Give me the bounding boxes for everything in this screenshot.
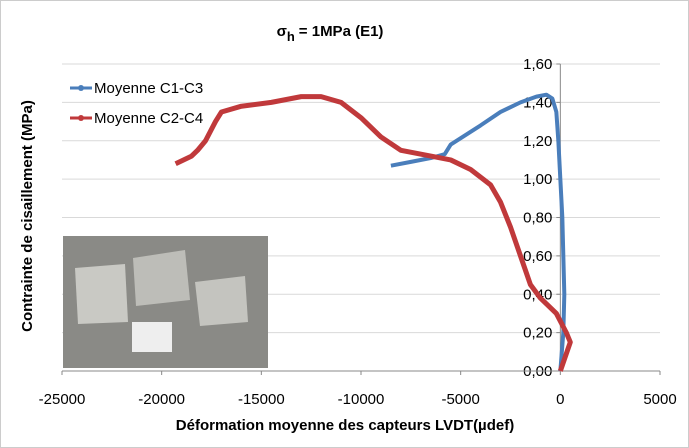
series-line — [174, 94, 573, 372]
title-symbol: σ — [277, 23, 287, 40]
y-tick-label: 0,80 — [523, 210, 552, 227]
x-tick-label: 5000 — [643, 391, 676, 408]
y-tick-label: 1,60 — [523, 56, 552, 73]
title-text: = 1MPa (E1) — [299, 23, 384, 40]
x-tick-label: -20000 — [138, 391, 185, 408]
chart-title: σh = 1MPa (E1) — [277, 23, 384, 44]
inset-photo — [63, 236, 268, 368]
x-axis-label: Déformation moyenne des capteurs LVDT(µd… — [176, 417, 514, 434]
legend-label: Moyenne C1-C3 — [94, 80, 203, 97]
y-axis-label: Contrainte de cisaillement (MPa) — [19, 100, 36, 332]
x-tick-label: -25000 — [39, 391, 86, 408]
legend-marker — [78, 85, 84, 91]
x-tick-label: -15000 — [238, 391, 285, 408]
legend-label: Moyenne C2-C4 — [94, 110, 203, 127]
y-tick-label: 1,00 — [523, 171, 552, 188]
x-tick-label: -5000 — [441, 391, 479, 408]
plot: Moyenne C1-C3 Moyenne C2-C4 — [70, 80, 573, 372]
y-tick-label: 0,20 — [523, 325, 552, 342]
series-line — [390, 92, 567, 372]
title-subscript: h — [287, 29, 295, 44]
y-tick-label: 1,20 — [523, 133, 552, 150]
y-tick-label: 0,60 — [523, 248, 552, 265]
legend-marker — [78, 115, 84, 121]
x-tick-label: -10000 — [338, 391, 385, 408]
x-tick-label: 0 — [556, 391, 564, 408]
